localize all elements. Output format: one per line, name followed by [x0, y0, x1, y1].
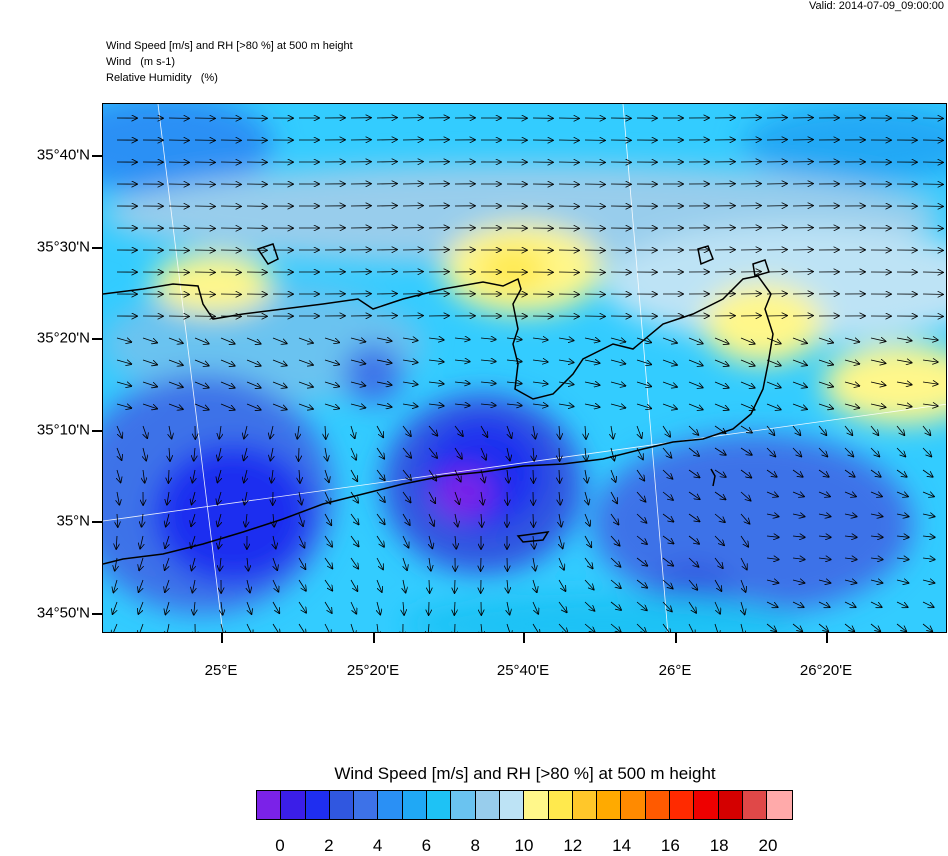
lat-tick [92, 613, 102, 615]
colorbar-label: 14 [612, 836, 631, 856]
colorbar-label: 4 [373, 836, 382, 856]
wind-arrow [533, 514, 534, 527]
map-frame [102, 103, 947, 633]
lon-label: 26°20'E [800, 662, 852, 679]
wind-map [103, 104, 947, 633]
lat-tick [92, 521, 102, 523]
colorbar-label: 8 [470, 836, 479, 856]
colorbar-label: 20 [759, 836, 778, 856]
colorbar-swatch [403, 791, 427, 819]
colorbar-label: 0 [275, 836, 284, 856]
colorbar-swatch [378, 791, 402, 819]
colorbar-label: 6 [422, 836, 431, 856]
lon-label: 25°E [205, 662, 238, 679]
colorbar-swatch [767, 791, 791, 819]
lon-label: 25°40'E [497, 662, 549, 679]
colorbar [256, 790, 793, 820]
colorbar-swatch [257, 791, 281, 819]
colorbar-swatch [670, 791, 694, 819]
colorbar-swatch [451, 791, 475, 819]
lat-tick [92, 430, 102, 432]
wind-arrow [299, 448, 300, 461]
colorbar-swatch [743, 791, 767, 819]
colorbar-swatch [646, 791, 670, 819]
lon-label: 25°20'E [347, 662, 399, 679]
header-rh: Relative Humidity (%) [106, 70, 218, 86]
colorbar-swatch [500, 791, 524, 819]
lon-tick [373, 633, 375, 643]
colorbar-swatch [621, 791, 645, 819]
lon-tick [826, 633, 828, 643]
colorbar-swatch [524, 791, 548, 819]
colorbar-label: 16 [661, 836, 680, 856]
valid-time: Valid: 2014-07-09_09:00:00 [809, 0, 944, 12]
colorbar-label: 10 [515, 836, 534, 856]
colorbar-swatch [694, 791, 718, 819]
colorbar-swatch [476, 791, 500, 819]
lat-label: 34°50'N [37, 605, 90, 622]
lat-tick [92, 247, 102, 249]
lat-tick [92, 155, 102, 157]
colorbar-title: Wind Speed [m/s] and RH [>80 %] at 500 m… [0, 764, 948, 784]
colorbar-swatch [573, 791, 597, 819]
wind-arrow [455, 580, 456, 593]
colorbar-label: 18 [710, 836, 729, 856]
colorbar-label: 12 [563, 836, 582, 856]
header-wind: Wind (m s-1) [106, 54, 175, 70]
colorbar-swatch [719, 791, 743, 819]
lat-label: 35°30'N [37, 239, 90, 256]
colorbar-swatch [306, 791, 330, 819]
colorbar-swatch [549, 791, 573, 819]
colorbar-swatch [281, 791, 305, 819]
colorbar-swatch [354, 791, 378, 819]
lat-label: 35°40'N [37, 147, 90, 164]
colorbar-swatch [597, 791, 621, 819]
lat-label: 35°N [56, 513, 90, 530]
lat-label: 35°10'N [37, 422, 90, 439]
header-title: Wind Speed [m/s] and RH [>80 %] at 500 m… [106, 38, 353, 54]
lat-tick [92, 338, 102, 340]
lon-tick [221, 633, 223, 643]
lon-label: 26°E [659, 662, 692, 679]
lon-tick [523, 633, 525, 643]
wind-arrow [455, 624, 456, 633]
colorbar-swatch [330, 791, 354, 819]
lon-tick [675, 633, 677, 643]
colorbar-swatch [427, 791, 451, 819]
wind-arrow [533, 470, 534, 483]
lat-label: 35°20'N [37, 330, 90, 347]
colorbar-label: 2 [324, 836, 333, 856]
